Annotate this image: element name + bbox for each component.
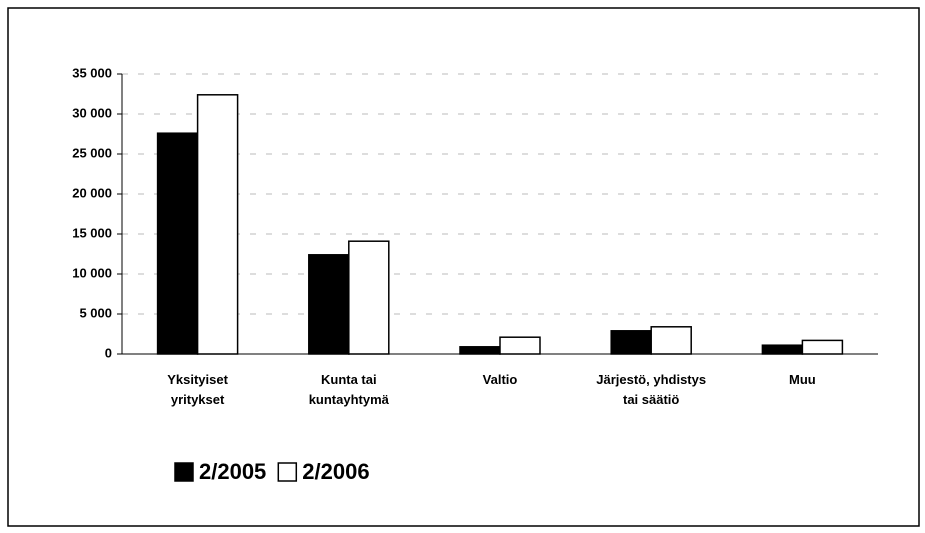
y-tick-label: 30 000 — [72, 105, 112, 120]
x-tick-label: Valtio — [482, 372, 518, 387]
bar — [499, 336, 541, 355]
legend-label: 2/2005 — [199, 459, 266, 484]
bar — [761, 344, 804, 355]
legend-swatch — [277, 462, 298, 482]
chart-frame — [7, 7, 920, 527]
bar — [650, 326, 692, 355]
bar — [156, 132, 199, 355]
y-tick-label: 15 000 — [72, 225, 112, 240]
x-tick-label: Järjestö, yhdistys tai säätiö — [596, 372, 707, 407]
y-tick-label: 5 000 — [79, 305, 112, 320]
x-tick-label: Muu — [789, 372, 816, 387]
y-tick-label: 0 — [105, 345, 112, 360]
y-tick-label: 10 000 — [72, 265, 112, 280]
legend-label: 2/2006 — [302, 459, 369, 484]
bar — [459, 346, 501, 355]
bar — [801, 339, 844, 355]
bar — [348, 240, 390, 355]
bar — [308, 254, 350, 355]
x-tick-label: Yksityiset yritykset — [167, 372, 228, 407]
bar — [196, 94, 239, 355]
y-tick-label: 20 000 — [72, 185, 112, 200]
legend-swatch — [174, 462, 194, 482]
y-tick-label: 25 000 — [72, 145, 112, 160]
x-tick-label: Kunta tai kuntayhtymä — [308, 372, 389, 407]
y-tick-label: 35 000 — [72, 65, 112, 80]
bar — [610, 330, 652, 355]
